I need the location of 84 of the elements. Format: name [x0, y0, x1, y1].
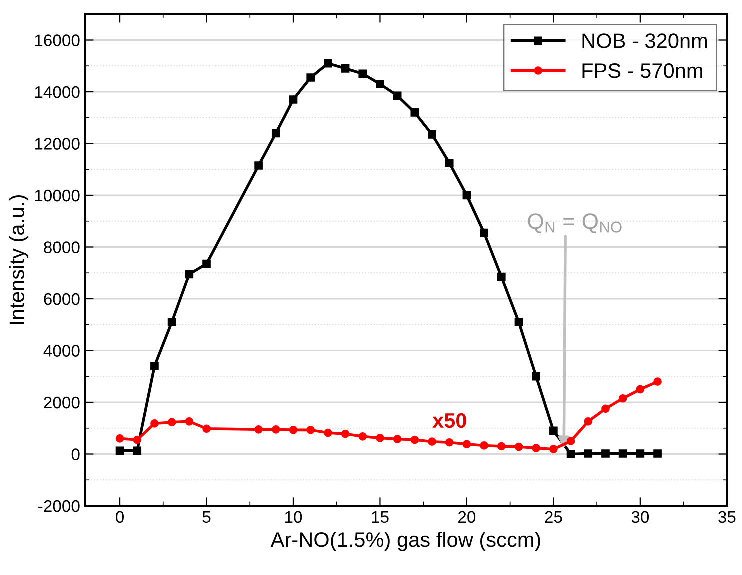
- point: [150, 362, 159, 370]
- point: [618, 450, 628, 458]
- x-axis-title: Ar-NO(1.5%) gas flow (sccm): [270, 532, 540, 552]
- point: [428, 438, 436, 446]
- annotation: x50: [432, 413, 466, 428]
- point: [602, 404, 610, 414]
- point: [324, 428, 332, 438]
- point: [116, 434, 124, 443]
- point: [306, 426, 316, 434]
- point: [133, 436, 142, 444]
- point: [445, 438, 454, 447]
- point: [654, 378, 662, 386]
- point: [324, 59, 332, 68]
- point: [254, 426, 263, 434]
- point: [636, 385, 645, 394]
- point: [202, 260, 211, 268]
- point: [514, 318, 524, 326]
- y-tick-label: 4000: [44, 345, 80, 357]
- point: [514, 442, 524, 452]
- y-tick-label: 10000: [35, 190, 80, 202]
- point: [341, 64, 350, 73]
- point: [341, 430, 350, 438]
- point: [654, 450, 662, 458]
- point: [393, 92, 402, 100]
- point: [480, 228, 488, 238]
- point: [133, 446, 142, 456]
- point: [358, 70, 368, 78]
- point: [497, 442, 506, 451]
- point: [272, 129, 280, 138]
- point: [376, 80, 384, 88]
- point: [202, 424, 211, 434]
- x-tick-label: 5: [202, 511, 211, 524]
- point: [428, 130, 436, 139]
- point: [480, 442, 488, 450]
- point: [550, 445, 558, 454]
- y-tick-label: 12000: [35, 138, 80, 150]
- point: [618, 394, 628, 403]
- y-tick-label: -2000: [38, 500, 80, 512]
- legend-label: NOB - 320nm: [582, 34, 708, 48]
- point: [376, 434, 384, 442]
- point: [410, 108, 420, 117]
- point: [185, 270, 194, 279]
- y-tick-label: 14000: [35, 86, 80, 98]
- point: [168, 318, 176, 326]
- point: [185, 417, 194, 426]
- point: [289, 96, 298, 104]
- x-tick-label: 35: [718, 511, 736, 524]
- point: [289, 426, 298, 434]
- point: [306, 74, 316, 82]
- point: [462, 440, 472, 449]
- point: [566, 450, 576, 458]
- y-tick-label: 8000: [44, 242, 80, 254]
- point: [532, 372, 541, 381]
- point: [566, 437, 576, 446]
- point: [150, 420, 159, 428]
- point: [584, 450, 593, 458]
- point: [462, 191, 472, 200]
- point: [602, 450, 610, 458]
- point: [497, 272, 506, 282]
- point: [393, 435, 402, 444]
- y-tick-label: 16000: [35, 34, 80, 46]
- point: [550, 426, 558, 436]
- y-tick-label: 2000: [44, 396, 80, 409]
- y-tick-label: 0: [72, 448, 80, 460]
- x-tick-label: 10: [285, 511, 302, 524]
- point: [358, 432, 368, 441]
- point: [584, 417, 593, 426]
- y-axis-title: Intensity (a.u.): [9, 195, 29, 324]
- point: [445, 158, 454, 168]
- x-tick-label: 15: [372, 511, 389, 524]
- x-tick-label: 25: [545, 511, 562, 524]
- legend-label: FPS - 570nm: [582, 64, 702, 78]
- point: [168, 418, 176, 427]
- y-tick-label: 6000: [44, 293, 80, 306]
- point: [636, 450, 645, 458]
- point: [272, 426, 280, 434]
- x-tick-label: 30: [632, 511, 650, 524]
- point: [116, 446, 124, 456]
- point: [532, 444, 541, 452]
- annotation: Q$_{N}$ = Q$_{NO}$: [528, 214, 622, 234]
- point: [410, 436, 420, 444]
- point: [254, 162, 263, 170]
- x-tick-label: 20: [458, 511, 476, 524]
- x-tick-label: 0: [116, 511, 124, 524]
